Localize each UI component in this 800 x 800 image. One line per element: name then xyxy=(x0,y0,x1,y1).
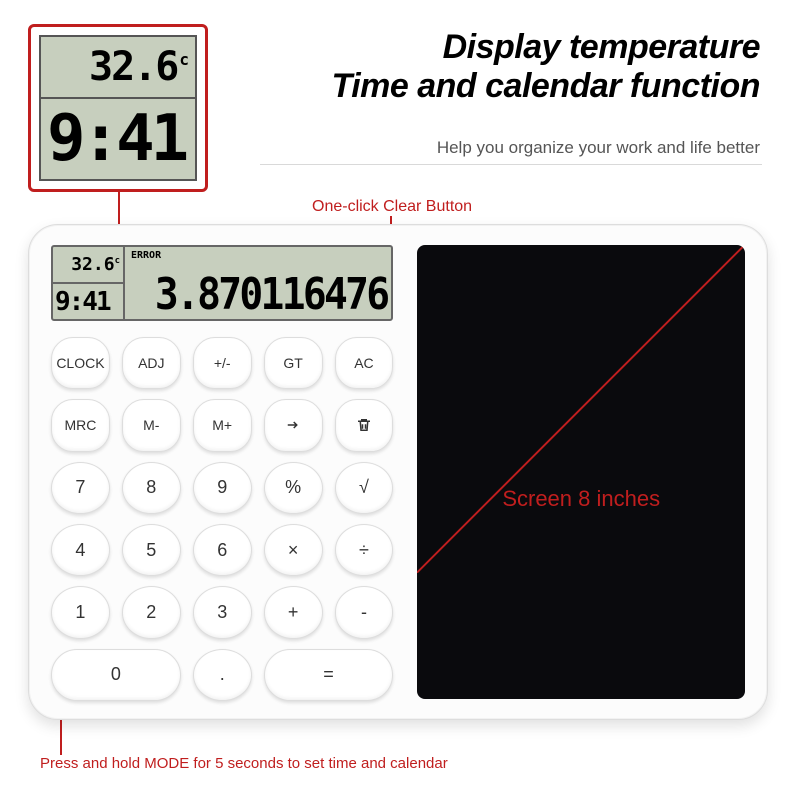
key-decimal[interactable]: . xyxy=(193,649,252,701)
headline-line2: Time and calendar function xyxy=(332,67,760,106)
key-2[interactable]: 2 xyxy=(122,586,181,638)
zoom-temp-unit: c xyxy=(179,50,187,69)
headline-line1: Display temperature xyxy=(332,28,760,67)
writing-pad[interactable]: Screen 8 inches xyxy=(417,245,745,699)
writing-pad-side: Screen 8 inches xyxy=(409,225,767,719)
lcd-main: ERROR 3.870116476 xyxy=(125,247,391,319)
lcd-temp-unit: c xyxy=(115,256,120,266)
key-clear-trash[interactable] xyxy=(335,399,394,451)
zoom-inset: 32.6c 9:41 xyxy=(28,24,208,192)
key-4[interactable]: 4 xyxy=(51,524,110,576)
key-sqrt[interactable]: √ xyxy=(335,462,394,514)
key-5[interactable]: 5 xyxy=(122,524,181,576)
key-1[interactable]: 1 xyxy=(51,586,110,638)
lcd-digits: 3.870116476 xyxy=(155,273,388,317)
key-8[interactable]: 8 xyxy=(122,462,181,514)
callout-mode-hold: Press and hold MODE for 5 seconds to set… xyxy=(40,755,448,772)
key-6[interactable]: 6 xyxy=(193,524,252,576)
key-mminus[interactable]: M- xyxy=(122,399,181,451)
lcd-temp: 32.6c xyxy=(53,247,123,284)
arrow-right-icon xyxy=(284,416,302,434)
key-adj[interactable]: ADJ xyxy=(122,337,181,389)
key-mrc[interactable]: MRC xyxy=(51,399,110,451)
lcd-error-label: ERROR xyxy=(131,250,161,261)
key-7[interactable]: 7 xyxy=(51,462,110,514)
calculator-side: 32.6c 9:41 ERROR 3.870116476 CLOCK ADJ +… xyxy=(29,225,409,719)
keypad: CLOCK ADJ +/- GT AC MRC M- M+ 7 8 9 % √ … xyxy=(51,337,393,701)
lcd-time: 9:41 xyxy=(53,284,123,319)
key-9[interactable]: 9 xyxy=(193,462,252,514)
zoom-temp: 32.6c xyxy=(41,37,195,99)
key-3[interactable]: 3 xyxy=(193,586,252,638)
key-equals[interactable]: = xyxy=(264,649,394,701)
screen-diagonal xyxy=(417,245,745,573)
zoom-temp-value: 32.6 xyxy=(89,44,177,90)
screen-size-label: Screen 8 inches xyxy=(502,486,660,512)
headline: Display temperature Time and calendar fu… xyxy=(332,28,760,106)
device: 32.6c 9:41 ERROR 3.870116476 CLOCK ADJ +… xyxy=(28,224,768,720)
key-clock[interactable]: CLOCK xyxy=(51,337,110,389)
key-percent[interactable]: % xyxy=(264,462,323,514)
key-divide[interactable]: ÷ xyxy=(335,524,394,576)
lcd-sidebar: 32.6c 9:41 xyxy=(53,247,125,319)
key-plus[interactable]: + xyxy=(264,586,323,638)
key-minus[interactable]: - xyxy=(335,586,394,638)
divider xyxy=(260,164,762,165)
subhead: Help you organize your work and life bet… xyxy=(437,138,760,158)
trash-icon xyxy=(355,416,373,434)
lcd-temp-val: 32.6 xyxy=(71,254,114,275)
key-mplus[interactable]: M+ xyxy=(193,399,252,451)
zoom-time: 9:41 xyxy=(41,99,195,179)
key-plusminus[interactable]: +/- xyxy=(193,337,252,389)
key-multiply[interactable]: × xyxy=(264,524,323,576)
key-0[interactable]: 0 xyxy=(51,649,181,701)
zoom-lcd: 32.6c 9:41 xyxy=(39,35,197,181)
lcd: 32.6c 9:41 ERROR 3.870116476 xyxy=(51,245,393,321)
key-backspace[interactable] xyxy=(264,399,323,451)
key-ac[interactable]: AC xyxy=(335,337,394,389)
callout-clear: One-click Clear Button xyxy=(312,198,472,216)
key-gt[interactable]: GT xyxy=(264,337,323,389)
